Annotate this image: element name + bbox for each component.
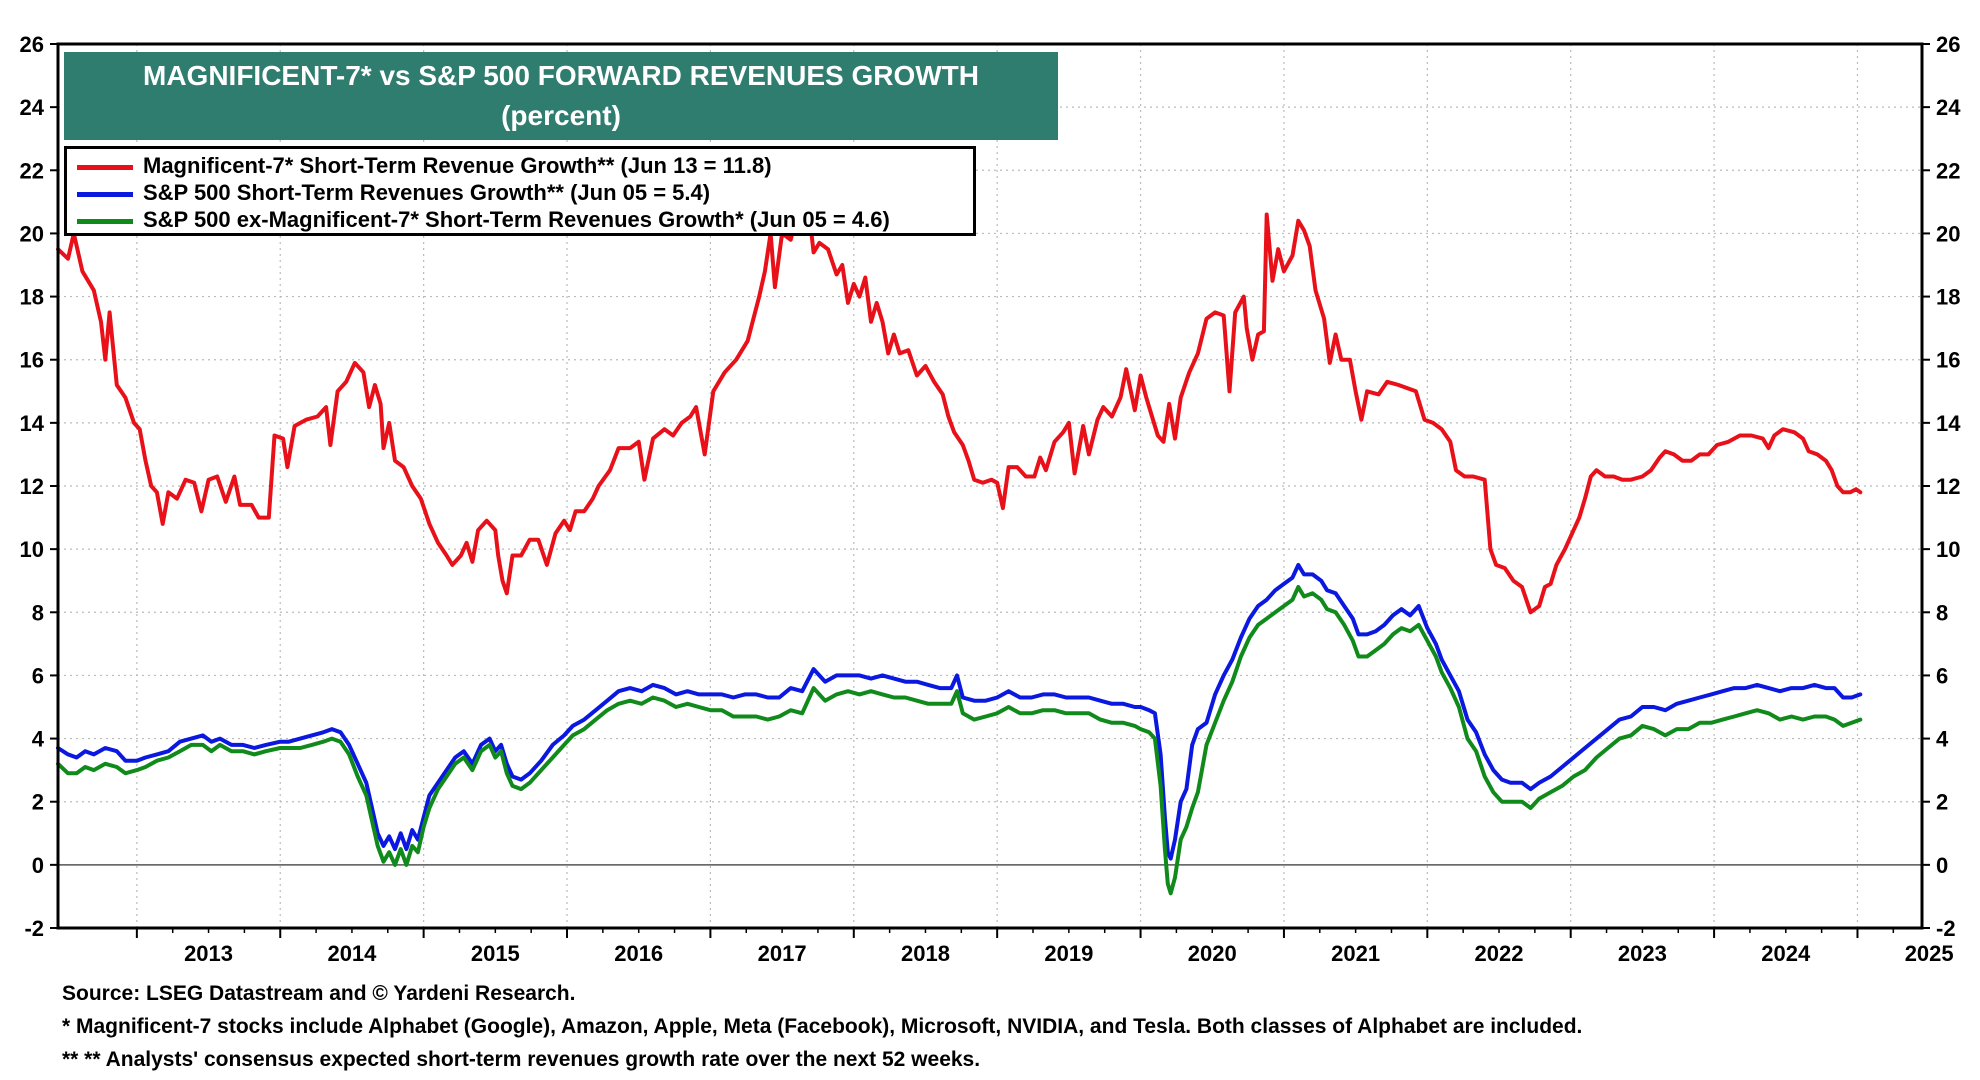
x-tick-label: 2015 bbox=[471, 941, 520, 966]
y-tick-label-left: 26 bbox=[20, 32, 44, 57]
legend-swatch-red bbox=[77, 164, 133, 170]
x-tick-label: 2017 bbox=[758, 941, 807, 966]
y-tick-label-right: 26 bbox=[1936, 32, 1960, 57]
chart-title-box: MAGNIFICENT-7* vs S&P 500 FORWARD REVENU… bbox=[64, 52, 1058, 140]
x-tick-label: 2020 bbox=[1188, 941, 1237, 966]
legend-label: S&P 500 Short-Term Revenues Growth** (Ju… bbox=[143, 180, 711, 205]
y-tick-label-left: 2 bbox=[32, 790, 44, 815]
x-tick-label: 2023 bbox=[1618, 941, 1667, 966]
y-tick-label-left: 20 bbox=[20, 221, 44, 246]
y-tick-label-right: 12 bbox=[1936, 474, 1960, 499]
series-line-2 bbox=[56, 585, 1863, 896]
y-tick-label-left: 6 bbox=[32, 663, 44, 688]
y-tick-label-left: 24 bbox=[20, 95, 45, 120]
y-tick-label-left: -2 bbox=[24, 916, 44, 941]
y-tick-label-left: 16 bbox=[20, 348, 44, 373]
y-tick-label-right: 18 bbox=[1936, 285, 1960, 310]
y-tick-label-left: 0 bbox=[32, 853, 44, 878]
grid-lines bbox=[58, 44, 1922, 928]
y-tick-label-right: 22 bbox=[1936, 158, 1960, 183]
chart-subtitle: (percent) bbox=[501, 100, 621, 131]
footnote-2: ** ** Analysts' consensus expected short… bbox=[62, 1048, 981, 1071]
x-tick-label: 2019 bbox=[1044, 941, 1093, 966]
y-tick-label-left: 10 bbox=[20, 537, 44, 562]
y-tick-label-right: 16 bbox=[1936, 348, 1960, 373]
series-line-1 bbox=[56, 562, 1863, 861]
legend-swatch-green bbox=[77, 218, 133, 224]
y-tick-label-right: 0 bbox=[1936, 853, 1948, 878]
x-tick-label: 2016 bbox=[614, 941, 663, 966]
y-tick-label-left: 14 bbox=[20, 411, 45, 436]
legend-item-sp500-ex-mag7: S&P 500 ex-Magnificent-7* Short-Term Rev… bbox=[77, 207, 890, 233]
y-tick-label-right: 24 bbox=[1936, 95, 1961, 120]
y-tick-label-right: 8 bbox=[1936, 600, 1948, 625]
x-tick-label: 2022 bbox=[1475, 941, 1524, 966]
y-tick-label-right: 20 bbox=[1936, 221, 1960, 246]
legend-label: Magnificent-7* Short-Term Revenue Growth… bbox=[143, 153, 772, 178]
y-tick-label-right: 2 bbox=[1936, 790, 1948, 815]
y-tick-label-left: 22 bbox=[20, 158, 44, 183]
x-tick-label: 2014 bbox=[327, 941, 377, 966]
series-lines bbox=[56, 199, 1863, 896]
y-tick-label-left: 4 bbox=[32, 727, 45, 752]
source-note: Source: LSEG Datastream and © Yardeni Re… bbox=[62, 982, 576, 1005]
legend-item-magnificent-7: Magnificent-7* Short-Term Revenue Growth… bbox=[77, 153, 772, 179]
x-tick-label: 2018 bbox=[901, 941, 950, 966]
y-tick-label-right: 14 bbox=[1936, 411, 1961, 436]
y-tick-label-right: -2 bbox=[1936, 916, 1956, 941]
plot-frame bbox=[56, 42, 1924, 930]
x-tick-label: 2024 bbox=[1761, 941, 1811, 966]
y-tick-label-right: 6 bbox=[1936, 663, 1948, 688]
series-line-0 bbox=[56, 199, 1863, 615]
x-tick-label: 2013 bbox=[184, 941, 233, 966]
y-tick-label-left: 18 bbox=[20, 285, 44, 310]
x-tick-label: 2021 bbox=[1331, 941, 1380, 966]
footnote-1: * Magnificent-7 stocks include Alphabet … bbox=[62, 1015, 1583, 1038]
legend: Magnificent-7* Short-Term Revenue Growth… bbox=[64, 146, 976, 236]
chart-title: MAGNIFICENT-7* vs S&P 500 FORWARD REVENU… bbox=[143, 60, 979, 91]
y-tick-label-right: 4 bbox=[1936, 727, 1949, 752]
x-tick-label: 2025 bbox=[1905, 941, 1954, 966]
y-tick-label-right: 10 bbox=[1936, 537, 1960, 562]
legend-item-sp500: S&P 500 Short-Term Revenues Growth** (Ju… bbox=[77, 180, 710, 206]
y-tick-label-left: 12 bbox=[20, 474, 44, 499]
legend-swatch-blue bbox=[77, 191, 133, 197]
legend-label: S&P 500 ex-Magnificent-7* Short-Term Rev… bbox=[143, 207, 890, 232]
y-tick-label-left: 8 bbox=[32, 600, 44, 625]
